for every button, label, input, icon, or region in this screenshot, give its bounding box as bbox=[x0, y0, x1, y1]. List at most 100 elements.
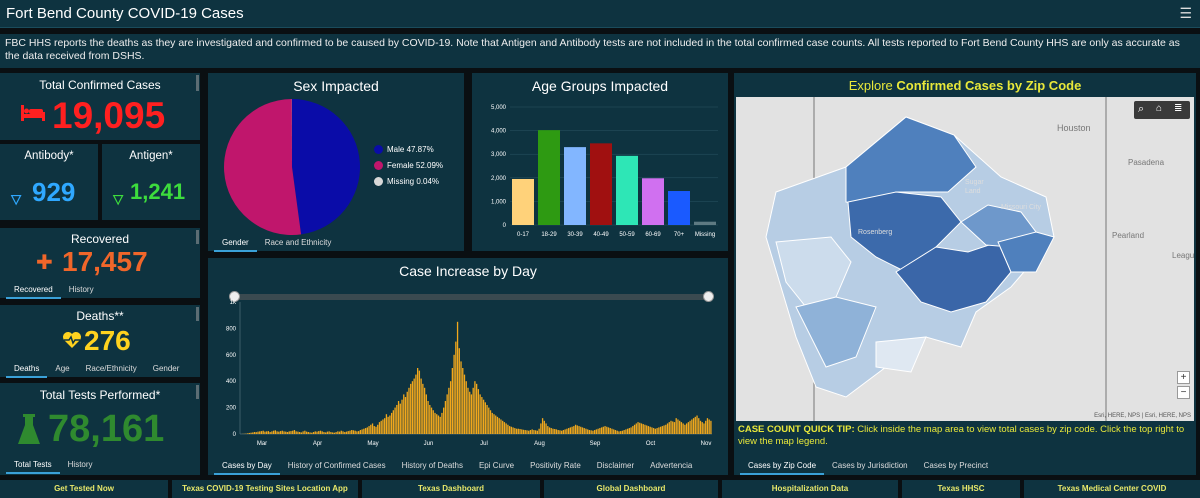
tab-recovered-history[interactable]: History bbox=[68, 285, 94, 294]
day-bar[interactable] bbox=[321, 431, 323, 434]
day-bar[interactable] bbox=[616, 430, 618, 434]
tab-zip-code[interactable]: Cases by Zip Code bbox=[740, 458, 825, 475]
day-bar[interactable] bbox=[399, 403, 401, 434]
day-bar[interactable] bbox=[597, 428, 599, 434]
day-bar[interactable] bbox=[515, 428, 518, 434]
day-bar[interactable] bbox=[628, 428, 631, 434]
day-bar[interactable] bbox=[267, 431, 270, 434]
day-bar[interactable] bbox=[389, 415, 391, 434]
zoom-in-button[interactable]: + bbox=[1177, 371, 1190, 384]
day-bar[interactable] bbox=[488, 407, 490, 434]
day-bar[interactable] bbox=[710, 420, 712, 434]
day-bar[interactable] bbox=[512, 427, 514, 434]
day-bar[interactable] bbox=[300, 432, 303, 434]
day-bar[interactable] bbox=[283, 431, 285, 434]
day-bar[interactable] bbox=[573, 426, 575, 434]
day-bar[interactable] bbox=[401, 399, 403, 434]
day-bar[interactable] bbox=[477, 389, 480, 434]
day-bar[interactable] bbox=[630, 427, 632, 434]
day-bar[interactable] bbox=[654, 428, 657, 434]
day-bar[interactable] bbox=[543, 420, 545, 434]
day-bar[interactable] bbox=[567, 428, 570, 434]
day-bar[interactable] bbox=[635, 423, 637, 434]
day-bar[interactable] bbox=[375, 426, 377, 434]
day-bar[interactable] bbox=[658, 427, 660, 434]
day-bar[interactable] bbox=[685, 423, 688, 434]
day-bar[interactable] bbox=[446, 394, 448, 434]
tab-deaths[interactable]: Deaths bbox=[6, 361, 48, 378]
day-bar[interactable] bbox=[430, 407, 433, 434]
day-bar[interactable] bbox=[574, 424, 577, 434]
day-bar[interactable] bbox=[390, 412, 393, 434]
day-bar[interactable] bbox=[679, 420, 681, 434]
day-bar[interactable] bbox=[502, 420, 504, 434]
day-bar[interactable] bbox=[423, 387, 426, 434]
footer-texas-hhsc[interactable]: Texas HHSC bbox=[902, 480, 1020, 498]
day-bar[interactable] bbox=[491, 412, 493, 434]
day-bar[interactable] bbox=[706, 418, 709, 434]
day-bar[interactable] bbox=[618, 431, 620, 434]
day-bar[interactable] bbox=[344, 432, 346, 434]
day-bar[interactable] bbox=[439, 416, 441, 434]
day-bar[interactable] bbox=[521, 429, 523, 434]
day-bar[interactable] bbox=[337, 431, 339, 434]
day-bar[interactable] bbox=[675, 418, 677, 434]
day-bar[interactable] bbox=[370, 424, 372, 434]
day-bar[interactable] bbox=[588, 430, 591, 434]
day-bar[interactable] bbox=[307, 432, 309, 434]
day-bar[interactable] bbox=[489, 410, 492, 434]
day-bar[interactable] bbox=[333, 432, 336, 434]
day-bar[interactable] bbox=[571, 426, 573, 434]
day-bar[interactable] bbox=[297, 431, 299, 434]
day-bar[interactable] bbox=[540, 423, 542, 434]
day-bar[interactable] bbox=[533, 430, 535, 434]
footer-tmc-covid[interactable]: Texas Medical Center COVID bbox=[1024, 480, 1200, 498]
day-bar[interactable] bbox=[458, 348, 460, 434]
search-icon[interactable]: ⌕ bbox=[1138, 103, 1145, 115]
day-bar[interactable] bbox=[507, 424, 509, 434]
day-bar[interactable] bbox=[404, 397, 407, 434]
day-bar[interactable] bbox=[354, 430, 356, 434]
day-bar[interactable] bbox=[609, 428, 611, 434]
day-bar[interactable] bbox=[708, 419, 710, 434]
day-bar[interactable] bbox=[302, 431, 304, 434]
day-bar[interactable] bbox=[651, 427, 653, 434]
day-bar[interactable] bbox=[246, 433, 249, 434]
day-bar[interactable] bbox=[687, 422, 690, 434]
day-bar[interactable] bbox=[587, 429, 589, 434]
day-bar[interactable] bbox=[272, 430, 275, 434]
day-bar[interactable] bbox=[531, 429, 533, 434]
day-bar[interactable] bbox=[482, 399, 485, 434]
age-bar-18-29[interactable] bbox=[538, 130, 560, 225]
day-bar[interactable] bbox=[427, 401, 429, 434]
day-bar[interactable] bbox=[602, 426, 604, 434]
day-bar[interactable] bbox=[500, 419, 502, 434]
day-bar[interactable] bbox=[479, 394, 481, 434]
day-bar[interactable] bbox=[564, 429, 566, 434]
day-bar[interactable] bbox=[607, 427, 610, 434]
day-bar[interactable] bbox=[359, 430, 362, 434]
day-bar[interactable] bbox=[460, 361, 462, 434]
day-bar[interactable] bbox=[663, 425, 665, 434]
day-bar[interactable] bbox=[463, 374, 466, 434]
tab-recovered[interactable]: Recovered bbox=[6, 282, 61, 299]
day-bar[interactable] bbox=[255, 432, 257, 434]
day-bar[interactable] bbox=[352, 430, 355, 434]
day-bar[interactable] bbox=[304, 430, 306, 434]
day-bar[interactable] bbox=[661, 426, 663, 434]
day-bar[interactable] bbox=[274, 430, 277, 434]
day-bar[interactable] bbox=[496, 416, 499, 434]
day-bar[interactable] bbox=[380, 420, 382, 434]
day-bar[interactable] bbox=[576, 425, 578, 434]
footer-testing-sites[interactable]: Texas COVID-19 Testing Sites Location Ap… bbox=[172, 480, 358, 498]
day-bar[interactable] bbox=[699, 420, 702, 434]
age-bar-0-17[interactable] bbox=[512, 178, 534, 225]
day-bar[interactable] bbox=[510, 426, 513, 434]
day-bar[interactable] bbox=[557, 430, 559, 434]
day-bar[interactable] bbox=[420, 378, 422, 434]
day-bar[interactable] bbox=[417, 368, 419, 434]
day-bar[interactable] bbox=[626, 428, 629, 434]
day-bar[interactable] bbox=[476, 383, 478, 434]
tab-precinct[interactable]: Cases by Precinct bbox=[923, 461, 989, 470]
legend-list-icon[interactable]: ≣ bbox=[1174, 103, 1183, 114]
